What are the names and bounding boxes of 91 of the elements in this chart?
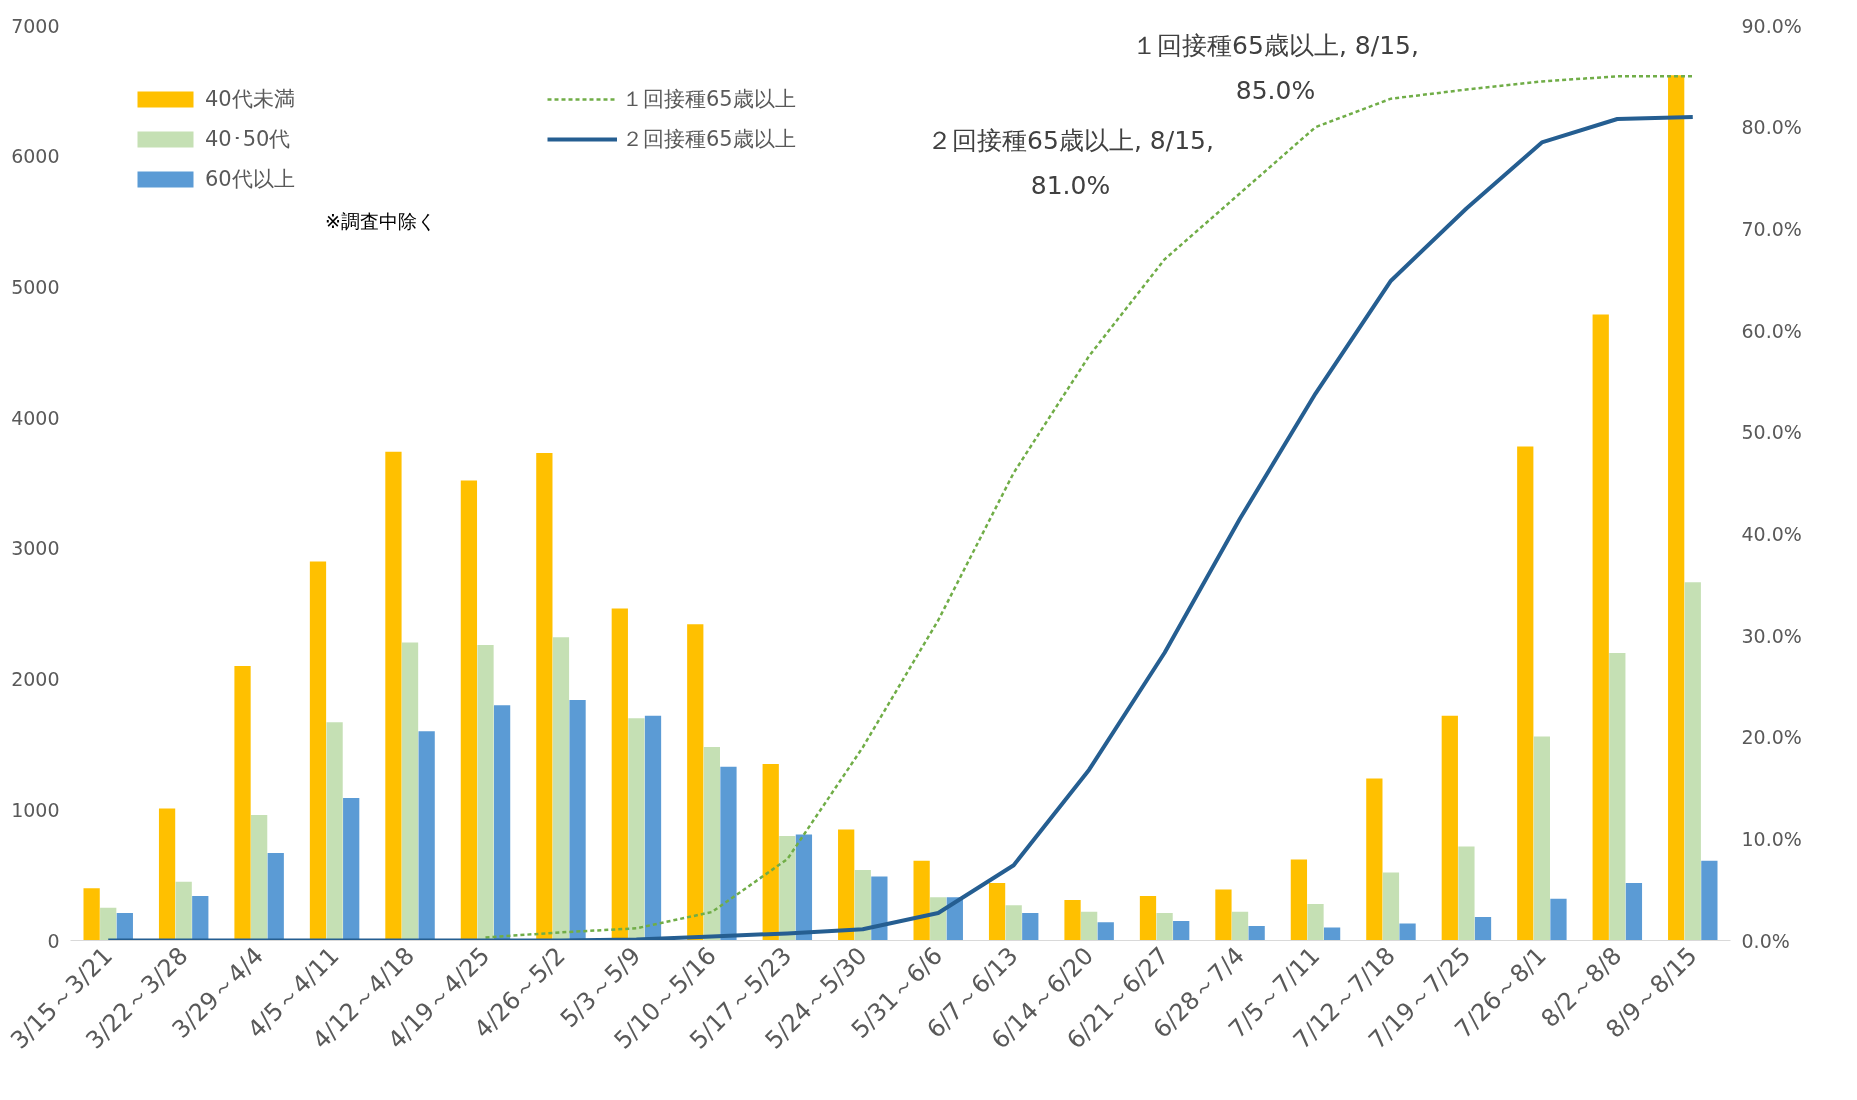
bar <box>1231 911 1249 941</box>
bar <box>1064 899 1081 941</box>
annotation: １回接種65歳以上, 8/15, 85.0% <box>1132 31 1419 105</box>
bar <box>401 642 419 941</box>
bar <box>418 731 435 941</box>
bar <box>1550 898 1567 941</box>
bar <box>1474 916 1492 941</box>
y2-tick-label: 70.0% <box>1741 217 1802 240</box>
bar <box>1290 859 1308 941</box>
bar <box>1441 715 1458 941</box>
bar <box>1248 926 1265 941</box>
y2-tick-label: 60.0% <box>1741 319 1802 342</box>
bar <box>192 896 209 941</box>
bar <box>267 852 284 941</box>
line-series <box>484 75 1695 939</box>
y2-tick-label: 30.0% <box>1741 624 1802 647</box>
y2-tick-label: 0.0% <box>1741 929 1790 952</box>
bar <box>116 913 133 941</box>
y2-tick-label: 80.0% <box>1741 116 1802 139</box>
legend-label: ２回接種65歳以上 <box>622 127 796 151</box>
bar <box>720 766 737 941</box>
bar <box>611 608 628 941</box>
bar <box>1382 872 1400 941</box>
y-tick-label: 3000 <box>11 537 60 560</box>
bar <box>1592 314 1609 941</box>
bar <box>838 829 855 941</box>
bar <box>385 451 402 941</box>
bar <box>1005 905 1022 941</box>
bar <box>1668 75 1685 941</box>
bar <box>326 722 343 941</box>
bar <box>1173 920 1190 941</box>
bar <box>100 907 117 941</box>
y-tick-label: 2000 <box>11 668 60 691</box>
bar <box>1215 889 1232 941</box>
bar <box>762 764 779 941</box>
bar <box>1684 582 1701 941</box>
bar <box>158 808 176 941</box>
bar <box>628 718 645 941</box>
y-tick-label: 4000 <box>11 406 60 429</box>
y2-tick-label: 90.0% <box>1741 14 1802 37</box>
bar <box>779 835 796 941</box>
bar <box>460 480 478 941</box>
bar <box>1625 882 1643 941</box>
bar <box>913 860 930 941</box>
bar <box>1458 846 1475 941</box>
bar <box>1022 913 1039 941</box>
bar <box>795 834 813 941</box>
bar <box>1609 652 1626 941</box>
bar <box>493 705 511 941</box>
bar <box>234 666 251 941</box>
bar <box>83 888 100 941</box>
bar <box>703 747 720 941</box>
bar <box>1701 860 1718 941</box>
bar <box>251 815 268 941</box>
bar <box>569 699 586 941</box>
y2-tick-label: 50.0% <box>1741 421 1802 444</box>
legend-label: 60代以上 <box>205 166 296 193</box>
bar <box>1366 778 1383 941</box>
bar <box>988 882 1006 941</box>
y-tick-label: 6000 <box>11 145 60 168</box>
legend-label: 40･50代 <box>205 126 292 153</box>
bar <box>1517 446 1534 941</box>
annotation: ２回接種65歳以上, 8/15, 81.0% <box>927 126 1214 200</box>
bar <box>1156 913 1173 941</box>
bar <box>1097 922 1114 941</box>
bar <box>1533 736 1550 941</box>
legend-label: １回接種65歳以上 <box>622 86 797 113</box>
y-tick-label: 1000 <box>11 798 60 821</box>
bar <box>343 798 360 941</box>
bar <box>871 876 888 941</box>
y2-tick-label: 20.0% <box>1741 726 1802 749</box>
bar <box>552 637 570 941</box>
bar <box>854 869 871 941</box>
bar <box>1081 911 1098 941</box>
annotation: ※調査中除く <box>325 209 436 232</box>
bar <box>1307 903 1324 941</box>
y2-tick-label: 10.0% <box>1741 827 1802 850</box>
bar <box>1399 923 1416 941</box>
y-tick-label: 0 <box>47 929 60 952</box>
line-series <box>106 115 1695 941</box>
y-tick-label: 7000 <box>11 14 60 37</box>
bar <box>175 881 192 941</box>
bar <box>1323 927 1341 941</box>
bar <box>477 645 494 941</box>
bar <box>1139 896 1157 941</box>
y2-tick-label: 40.0% <box>1741 522 1802 545</box>
bar <box>309 561 327 941</box>
bar <box>536 452 553 941</box>
y-tick-label: 5000 <box>11 275 60 298</box>
bar <box>687 624 704 941</box>
legend-label: 40代未満 <box>205 86 296 113</box>
